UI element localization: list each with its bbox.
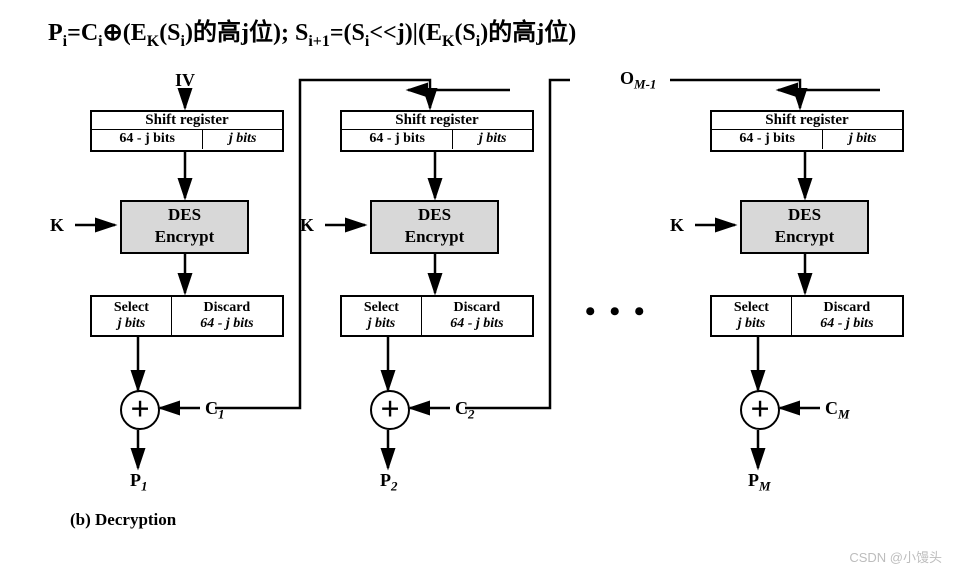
p2-label: P2 (380, 470, 398, 495)
discard-t-1: Discard (172, 300, 282, 316)
des-line2-1: Encrypt (122, 226, 247, 248)
xor-1: + (120, 390, 160, 430)
iv-label: IV (175, 70, 195, 91)
discard-b-m: 64 - j bits (792, 316, 902, 332)
k-label-m: K (670, 215, 684, 236)
c2-label: C2 (455, 398, 475, 423)
des-encrypt-2: DES Encrypt (370, 200, 499, 254)
des-line1-1: DES (122, 204, 247, 226)
des-encrypt-m: DES Encrypt (740, 200, 869, 254)
des-encrypt-1: DES Encrypt (120, 200, 249, 254)
shift-title-m: Shift register (712, 112, 902, 130)
pm-label: PM (748, 470, 771, 495)
discard-t-2: Discard (422, 300, 532, 316)
select-b-2: j bits (342, 316, 421, 332)
shift-left-1: 64 - j bits (119, 131, 175, 146)
select-t-1: Select (92, 300, 171, 316)
shift-right-2: j bits (479, 131, 507, 146)
des-line2-2: Encrypt (372, 226, 497, 248)
discard-b-2: 64 - j bits (422, 316, 532, 332)
shift-left-m: 64 - j bits (739, 131, 795, 146)
xor-m: + (740, 390, 780, 430)
shift-register-1: Shift register 64 - j bits j bits (90, 110, 284, 152)
ellipsis-dots: ••• (585, 295, 659, 329)
shift-register-2: Shift register 64 - j bits j bits (340, 110, 534, 152)
des-line2-m: Encrypt (742, 226, 867, 248)
shift-left-2: 64 - j bits (369, 131, 425, 146)
shift-register-m: Shift register 64 - j bits j bits (710, 110, 904, 152)
cm-label: CM (825, 398, 850, 423)
discard-t-m: Discard (792, 300, 902, 316)
formula-text: Pi=Ci⊕(EK(Si)的高j位); Si+1=(Si<<j)|(EK(Si)… (48, 12, 576, 51)
select-discard-1: Selectj bits Discard64 - j bits (90, 295, 284, 337)
k-label-1: K (50, 215, 64, 236)
c1-label: C1 (205, 398, 225, 423)
shift-title-1: Shift register (92, 112, 282, 130)
xor-2: + (370, 390, 410, 430)
select-discard-2: Selectj bits Discard64 - j bits (340, 295, 534, 337)
select-b-m: j bits (712, 316, 791, 332)
om1-label: OM-1 (620, 68, 656, 93)
shift-right-m: j bits (849, 131, 877, 146)
select-t-2: Select (342, 300, 421, 316)
discard-b-1: 64 - j bits (172, 316, 282, 332)
select-t-m: Select (712, 300, 791, 316)
shift-right-1: j bits (229, 131, 257, 146)
select-discard-m: Selectj bits Discard64 - j bits (710, 295, 904, 337)
des-line1-m: DES (742, 204, 867, 226)
des-line1-2: DES (372, 204, 497, 226)
p1-label: P1 (130, 470, 148, 495)
shift-title-2: Shift register (342, 112, 532, 130)
watermark: CSDN @小馒头 (849, 547, 942, 566)
select-b-1: j bits (92, 316, 171, 332)
caption: (b) Decryption (70, 510, 176, 530)
k-label-2: K (300, 215, 314, 236)
cfb-diagram: IV Shift register 64 - j bits j bits K D… (30, 70, 930, 540)
